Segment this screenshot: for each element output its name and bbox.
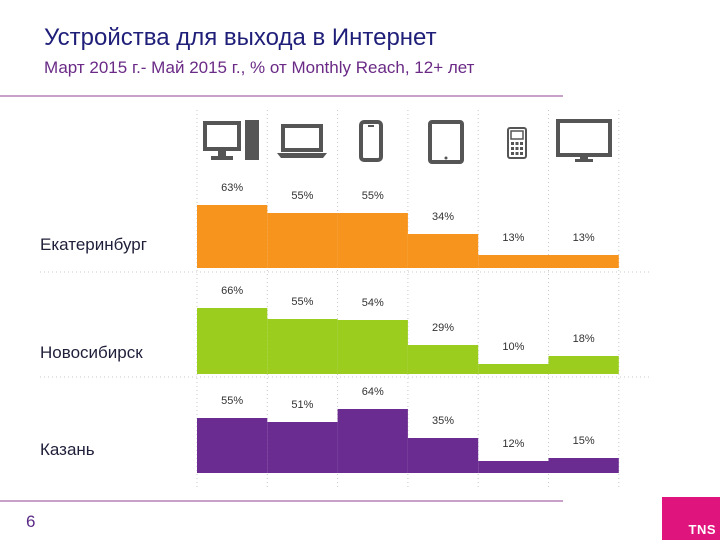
- bar-ekaterinburg-laptop: [267, 213, 338, 268]
- smartphone-icon: [359, 120, 383, 162]
- data-label-novosibirsk-smartphone: 54%: [362, 297, 384, 309]
- bar-kazan-mobile-phone: [478, 461, 549, 473]
- data-label-ekaterinburg-tv: 13%: [573, 232, 595, 244]
- data-label-kazan-tv: 15%: [573, 435, 595, 447]
- city-label-kazan: Казань: [40, 440, 95, 459]
- bar-ekaterinburg-mobile-phone: [478, 255, 549, 268]
- data-label-ekaterinburg-laptop: 55%: [291, 190, 313, 202]
- page-title: Устройства для выхода в Интернет: [44, 24, 437, 51]
- data-label-novosibirsk-laptop: 55%: [291, 296, 313, 308]
- desktop-icon: [203, 120, 259, 160]
- page-subtitle: Март 2015 г.- Май 2015 г., % от Monthly …: [44, 58, 475, 77]
- tv-icon: [556, 119, 612, 162]
- page-number: 6: [26, 512, 36, 531]
- tablet-icon: [428, 120, 464, 164]
- bar-ekaterinburg-smartphone: [337, 213, 408, 268]
- bar-novosibirsk-tablet: [407, 345, 479, 374]
- bar-ekaterinburg-tablet: [407, 234, 479, 268]
- feature-phone-icon: [507, 127, 527, 159]
- city-label-ekaterinburg: Екатеринбург: [40, 235, 147, 254]
- tns-logo: TNS: [662, 497, 720, 540]
- data-label-novosibirsk-tv: 18%: [573, 333, 595, 345]
- bar-novosibirsk-laptop: [267, 319, 338, 374]
- data-label-novosibirsk-desktop: 66%: [221, 285, 243, 297]
- bar-ekaterinburg-tv: [548, 255, 619, 268]
- data-label-kazan-smartphone: 64%: [362, 386, 384, 398]
- bar-kazan-tablet: [407, 438, 479, 473]
- footer-divider: [0, 500, 563, 502]
- bar-novosibirsk-mobile-phone: [478, 364, 549, 374]
- data-label-novosibirsk-tablet: 29%: [432, 322, 454, 334]
- bar-novosibirsk-tv: [548, 356, 619, 374]
- bar-novosibirsk-desktop: [197, 308, 268, 374]
- bar-novosibirsk-smartphone: [337, 320, 408, 374]
- bar-kazan-laptop: [267, 422, 338, 473]
- data-label-kazan-tablet: 35%: [432, 415, 454, 427]
- data-label-novosibirsk-mobile-phone: 10%: [502, 341, 524, 353]
- data-label-ekaterinburg-mobile-phone: 13%: [502, 232, 524, 244]
- data-label-kazan-mobile-phone: 12%: [502, 438, 524, 450]
- data-label-ekaterinburg-desktop: 63%: [221, 182, 243, 194]
- data-label-kazan-desktop: 55%: [221, 395, 243, 407]
- header-divider: [0, 95, 563, 97]
- bar-kazan-desktop: [197, 418, 268, 473]
- bar-kazan-tv: [548, 458, 619, 473]
- data-label-kazan-laptop: 51%: [291, 399, 313, 411]
- data-label-ekaterinburg-tablet: 34%: [432, 211, 454, 223]
- bar-ekaterinburg-desktop: [197, 205, 268, 268]
- data-label-ekaterinburg-smartphone: 55%: [362, 190, 384, 202]
- laptop-icon: [277, 124, 327, 158]
- bar-kazan-smartphone: [337, 409, 408, 473]
- city-label-novosibirsk: Новосибирск: [40, 343, 143, 362]
